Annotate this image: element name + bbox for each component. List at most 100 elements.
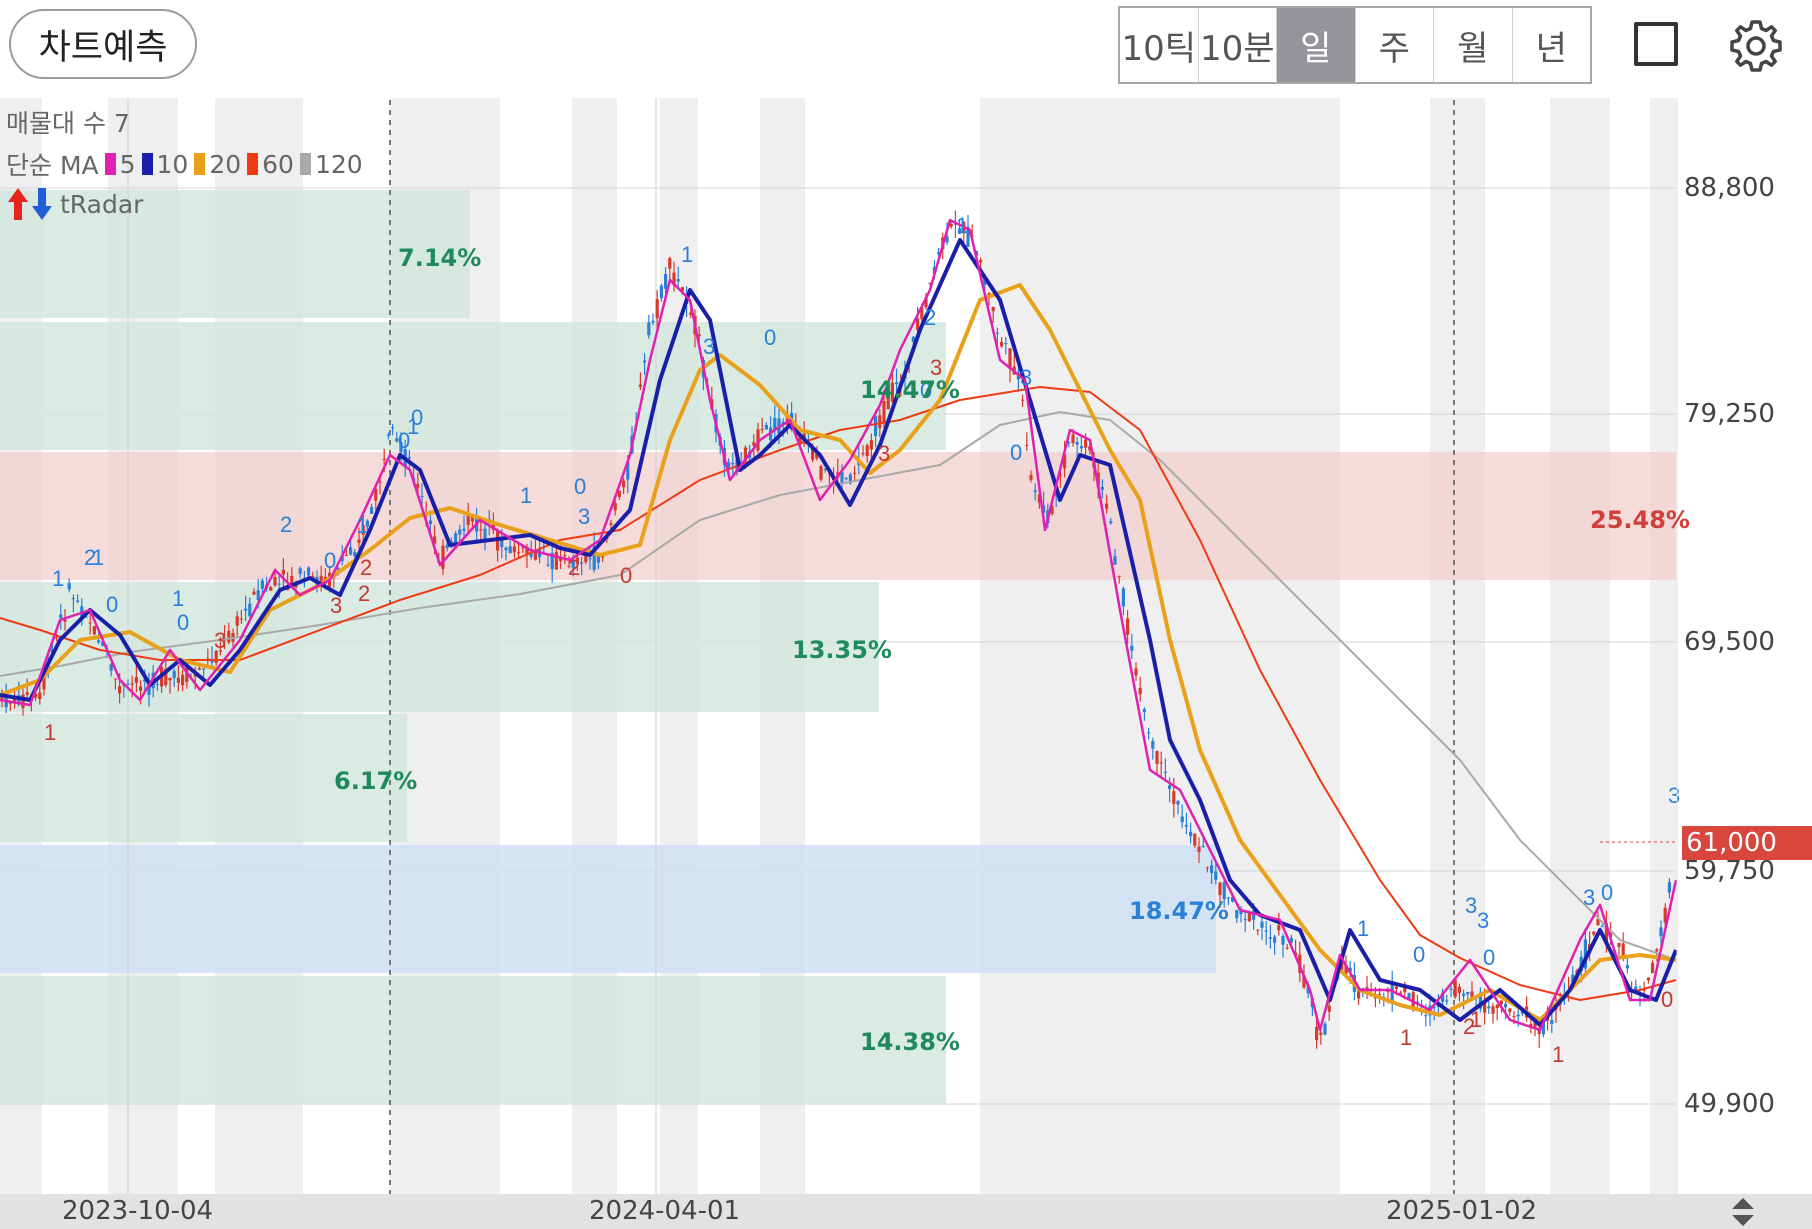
- candle-body: [92, 626, 96, 635]
- candle-body: [1508, 1008, 1512, 1012]
- volume-zone-7-pct: 14.38%: [860, 1028, 960, 1056]
- candle-body: [689, 312, 693, 315]
- tradar-signal-label: 3: [214, 628, 226, 653]
- candle-body: [281, 569, 285, 575]
- candle-body: [1378, 993, 1382, 995]
- period-tab-10min[interactable]: 10분: [1199, 8, 1277, 82]
- candle-body: [1462, 993, 1466, 996]
- candle-body: [1260, 921, 1264, 928]
- candle-body: [1621, 943, 1625, 959]
- candle-body: [1516, 1014, 1520, 1017]
- candle-body: [1449, 988, 1453, 991]
- period-tab-day[interactable]: 일: [1277, 8, 1356, 82]
- candle-body: [626, 461, 630, 480]
- period-tab-year[interactable]: 년: [1535, 28, 1567, 69]
- period-tab-month[interactable]: 월: [1434, 8, 1513, 82]
- candle-body: [1205, 867, 1209, 869]
- candle-body: [1231, 896, 1235, 902]
- ma-legend-title: 단순 MA: [6, 151, 99, 180]
- candle-body: [181, 674, 185, 686]
- candle-body: [1159, 762, 1163, 764]
- candle-body: [1075, 442, 1079, 445]
- tradar-signal-label: 0: [1661, 987, 1673, 1012]
- tradar-signal-label: 3: [1020, 365, 1032, 390]
- candle-body: [916, 318, 920, 330]
- candle-body: [176, 677, 180, 683]
- candle-body: [525, 546, 529, 555]
- candle-body: [130, 683, 134, 685]
- ma-10-swatch: [141, 153, 153, 175]
- candle-body: [853, 472, 857, 474]
- ma-10-label: 10: [156, 149, 189, 179]
- candle-body: [1667, 882, 1671, 893]
- ma-20-label: 20: [209, 149, 242, 179]
- candle-body: [1105, 503, 1109, 509]
- tradar-signal-label: 3: [703, 334, 715, 359]
- candle-body: [244, 608, 248, 611]
- candle-body: [239, 618, 243, 620]
- tradar-signal-label: 1: [44, 720, 56, 745]
- candle-body: [428, 520, 432, 525]
- candle-body: [97, 640, 101, 643]
- candle-body: [1592, 931, 1596, 935]
- period-tab-week[interactable]: 주: [1356, 8, 1434, 82]
- candle-body: [1247, 911, 1251, 922]
- ma-legend[interactable]: 단순 MA 5 10 20 60 120: [6, 146, 363, 182]
- candle-body: [1201, 846, 1205, 848]
- candle-body: [1533, 1021, 1537, 1028]
- candle-body: [1285, 947, 1289, 949]
- candle-body: [374, 488, 378, 501]
- candle-body: [937, 252, 941, 255]
- candle-body: [101, 641, 105, 646]
- x-label-2025-01-02: 2025-01-02: [1386, 1196, 1538, 1226]
- tradar-legend[interactable]: tRadar: [6, 186, 143, 222]
- gear-icon[interactable]: [1726, 16, 1786, 76]
- x-axis-bar[interactable]: [0, 1194, 1812, 1229]
- tradar-signal-label: 1: [1470, 1007, 1482, 1032]
- ma-120-line: [0, 411, 1677, 961]
- candle-body: [307, 567, 311, 576]
- tradar-signal-label: 0: [620, 563, 632, 588]
- candle-body: [235, 616, 239, 626]
- candle-body: [1184, 824, 1188, 827]
- candle-body: [1155, 750, 1159, 764]
- y-tick-59750: 59,750: [1684, 856, 1775, 886]
- candle-body: [1138, 687, 1142, 695]
- candle-body: [67, 583, 71, 590]
- candle-body: [470, 516, 474, 522]
- ma-60-label: 60: [262, 149, 294, 179]
- candle-body: [277, 583, 281, 585]
- tradar-signal-label: 0: [177, 610, 189, 635]
- tradar-signal-label: 0: [920, 378, 932, 403]
- candle-body: [1457, 986, 1461, 993]
- candle-body: [1197, 846, 1201, 852]
- candle-body: [529, 552, 533, 557]
- tradar-signal-label: 1: [52, 566, 64, 591]
- chart-predict-button[interactable]: 차트예측: [9, 9, 197, 79]
- candle-body: [1252, 910, 1256, 920]
- volume-zone-5-pct: 6.17%: [334, 767, 418, 795]
- candle-body: [147, 681, 151, 695]
- current-price-tag: 61,000: [1682, 826, 1812, 860]
- candle-body: [416, 483, 420, 488]
- axis-scale-toggle-icon[interactable]: [1730, 1196, 1756, 1228]
- candle-body: [252, 591, 256, 595]
- candle-body: [1000, 341, 1004, 347]
- candle-body: [1625, 965, 1629, 969]
- ma-120-swatch: [299, 153, 311, 175]
- fullscreen-square-icon[interactable]: [1634, 22, 1678, 66]
- candle-body: [1365, 987, 1369, 990]
- candle-body: [1264, 930, 1268, 932]
- candle-body: [269, 587, 273, 591]
- candle-body: [617, 490, 621, 497]
- candle-body: [731, 462, 735, 465]
- volume-zone-1: [0, 190, 470, 318]
- tradar-signal-label: 1: [956, 213, 968, 238]
- period-tab-10tick[interactable]: 10틱: [1120, 8, 1199, 82]
- candle-body: [59, 614, 63, 618]
- candle-body: [798, 433, 802, 445]
- candle-body: [84, 616, 88, 618]
- candle-body: [1319, 1032, 1323, 1035]
- candle-body: [546, 564, 550, 566]
